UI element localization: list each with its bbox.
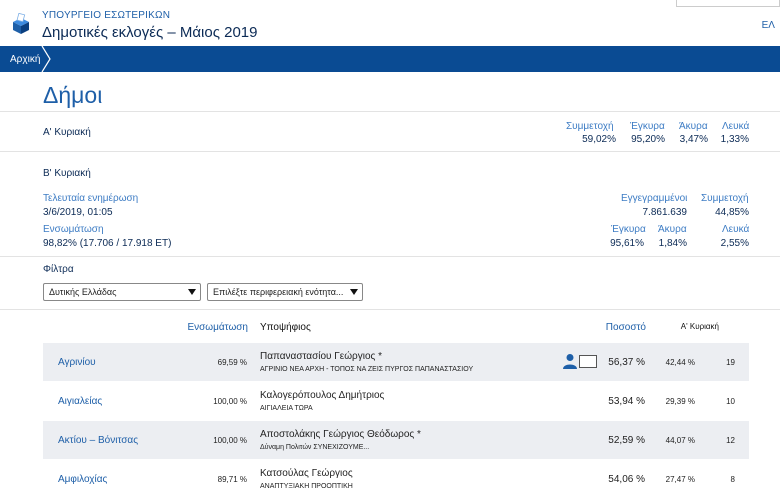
first-valid-value: 95,20%: [631, 134, 665, 145]
first-valid-label: Έγκυρα: [630, 121, 665, 132]
first-blank-value: 1,33%: [720, 134, 749, 145]
candidate-name: Καλογερόπουλος Δημήτριος: [260, 390, 385, 401]
unit-select[interactable]: Επιλέξτε περιφερειακή ενότητα...: [207, 283, 363, 301]
divider: [0, 151, 780, 152]
percent-cell: 54,06 %: [608, 474, 645, 485]
first-invalid-value: 3,47%: [679, 134, 708, 145]
rank-cell: 8: [730, 475, 735, 484]
divider: [0, 309, 780, 310]
last-update-label: Τελευταία ενημέρωση: [43, 193, 139, 204]
party-name: Δύναμη Πολιτών ΣΥΝΕΧΙΖΟΥΜΕ...: [260, 444, 370, 451]
header-integration[interactable]: Ενσωμάτωση: [187, 322, 248, 333]
nav-bar: Αρχική: [0, 46, 780, 72]
divider: [0, 256, 780, 257]
person-icon[interactable]: [562, 353, 578, 369]
participation-label: Συμμετοχή: [701, 193, 749, 204]
first-sunday-cell: 44,07 %: [665, 436, 695, 445]
table-row[interactable]: Αμφιλοχίας 89,71 % Κατσούλας Γεώργιος ΑΝ…: [43, 460, 749, 498]
invalid-label: Άκυρα: [658, 224, 687, 235]
valid-label: Έγκυρα: [611, 224, 646, 235]
region-select-value: Δυτικής Ελλάδας: [49, 287, 117, 297]
integration-cell: 100,00 %: [213, 397, 247, 406]
divider: [0, 111, 780, 112]
percent-cell: 53,94 %: [608, 396, 645, 407]
breadcrumb-home[interactable]: Αρχική: [0, 46, 52, 72]
second-sunday-label: Β' Κυριακή: [43, 168, 91, 179]
language-switch[interactable]: ΕΛ: [761, 20, 775, 31]
rank-cell: 10: [726, 397, 735, 406]
first-invalid-label: Άκυρα: [679, 121, 708, 132]
first-blank-label: Λευκά: [722, 121, 750, 132]
first-sunday-cell: 27,47 %: [665, 475, 695, 484]
table-row[interactable]: Ακτίου – Βόνιτσας 100,00 % Αποστολάκης Γ…: [43, 421, 749, 459]
party-name: ΑΙΓΙΑΛΕΙΑ ΤΩΡΑ: [260, 405, 313, 412]
blank-label: Λευκά: [722, 224, 750, 235]
site-header: ΥΠΟΥΡΓΕΙΟ ΕΣΩΤΕΡΙΚΩΝ Δημοτικές εκλογές –…: [0, 0, 780, 46]
first-sunday-cell: 42,44 %: [665, 358, 695, 367]
table-row[interactable]: Αιγιαλείας 100,00 % Καλογερόπουλος Δημήτ…: [43, 382, 749, 420]
candidate-icons: [562, 353, 598, 369]
integration-cell: 100,00 %: [213, 436, 247, 445]
header-first-sunday[interactable]: Α' Κυριακή: [680, 322, 719, 331]
unit-select-value: Επιλέξτε περιφερειακή ενότητα...: [213, 287, 344, 297]
integration-cell: 69,59 %: [217, 358, 247, 367]
header-candidate[interactable]: Υποψήφιος: [260, 322, 311, 333]
party-name: ΑΓΡΙΝΙΟ ΝΕΑ ΑΡΧΗ - ΤΟΠΟΣ ΝΑ ΖΕΙΣ ΠΥΡΓΟΣ …: [260, 366, 474, 373]
table-row[interactable]: Αγρινίου 69,59 % Παπαναστασίου Γεώργιος …: [43, 343, 749, 381]
candidate-name: Παπαναστασίου Γεώργιος *: [260, 351, 383, 362]
first-sunday-cell: 29,39 %: [665, 397, 695, 406]
rank-cell: 19: [726, 358, 735, 367]
breadcrumb-label: Αρχική: [10, 54, 41, 65]
page-title: Δήμοι: [43, 82, 103, 108]
candidate-name: Αποστολάκης Γεώργιος Θεόδωρος *: [260, 429, 421, 440]
last-update-value: 3/6/2019, 01:05: [43, 207, 113, 218]
municipality-link[interactable]: Αμφιλοχίας: [58, 474, 108, 485]
region-select[interactable]: Δυτικής Ελλάδας: [43, 283, 201, 301]
ministry-name: ΥΠΟΥΡΓΕΙΟ ΕΣΩΤΕΡΙΚΩΝ: [42, 10, 171, 21]
ballot-box-icon: [13, 13, 29, 34]
integration-cell: 89,71 %: [217, 475, 247, 484]
election-title[interactable]: Δημοτικές εκλογές – Μάιος 2019: [42, 24, 258, 41]
top-box: [676, 0, 780, 7]
municipality-link[interactable]: Ακτίου – Βόνιτσας: [58, 435, 139, 446]
valid-value: 95,61%: [610, 238, 644, 249]
invalid-value: 1,84%: [658, 238, 687, 249]
first-sunday-label: Α' Κυριακή: [43, 127, 91, 138]
integration-value: 98,82% (17.706 / 17.918 ΕΤ): [43, 238, 172, 249]
first-participation-label: Συμμετοχή: [566, 121, 614, 132]
filters-title: Φίλτρα: [43, 264, 74, 275]
percent-cell: 52,59 %: [608, 435, 645, 446]
header-percent[interactable]: Ποσοστό: [605, 322, 646, 333]
caret-down-icon: [188, 289, 196, 295]
municipality-link[interactable]: Αγρινίου: [58, 357, 96, 368]
registered-label: Εγγεγραμμένοι: [621, 193, 688, 204]
caret-down-icon: [350, 289, 358, 295]
integration-label: Ενσωμάτωση: [43, 224, 104, 235]
participation-value: 44,85%: [715, 207, 749, 218]
municipality-link[interactable]: Αιγιαλείας: [58, 396, 103, 407]
party-name: ΑΝΑΠΤΥΞΙΑΚΗ ΠΡΟΟΠΤΙΚΗ: [260, 483, 353, 490]
first-participation-value: 59,02%: [582, 134, 616, 145]
candidate-photo-box[interactable]: [579, 355, 597, 368]
chevron-right-icon: [41, 46, 51, 72]
registered-value: 7.861.639: [642, 207, 688, 218]
blank-value: 2,55%: [720, 238, 749, 249]
candidate-name: Κατσούλας Γεώργιος: [260, 468, 353, 479]
rank-cell: 12: [726, 436, 735, 445]
percent-cell: 56,37 %: [608, 357, 645, 368]
